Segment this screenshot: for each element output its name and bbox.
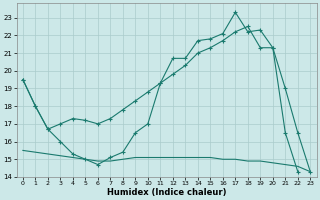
X-axis label: Humidex (Indice chaleur): Humidex (Indice chaleur) [107, 188, 226, 197]
